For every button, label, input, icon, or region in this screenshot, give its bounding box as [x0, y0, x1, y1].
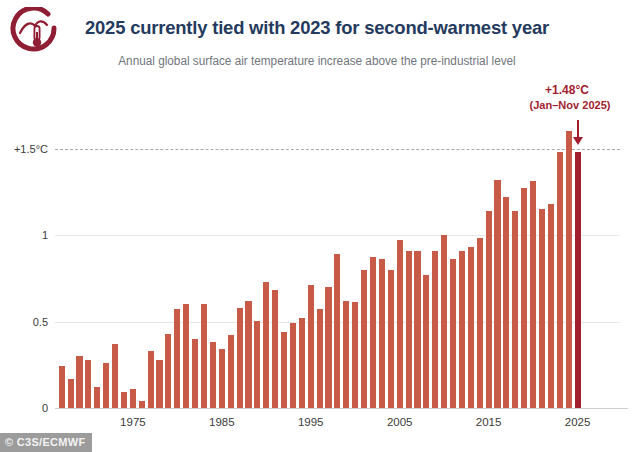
- highlight-period-label: (Jan–Nov 2025): [500, 99, 634, 111]
- bar-1981: [183, 304, 189, 408]
- bar-2003: [379, 259, 385, 408]
- annotation-arrowhead-icon: [573, 137, 583, 145]
- x-tick-label-2025: 2025: [556, 416, 600, 428]
- x-tick-label-1985: 1985: [200, 416, 244, 428]
- bar-2017: [503, 197, 509, 408]
- infographic: 2025 currently tied with 2023 for second…: [0, 0, 634, 452]
- bar-1993: [290, 323, 296, 408]
- bar-2011: [450, 259, 456, 408]
- bar-1996: [317, 309, 323, 408]
- x-tick-label-2005: 2005: [378, 416, 422, 428]
- x-tick-label-2015: 2015: [467, 416, 511, 428]
- bar-1983: [201, 304, 207, 408]
- bar-1968: [68, 379, 74, 408]
- bar-2005: [397, 240, 403, 408]
- bar-1977: [148, 351, 154, 408]
- bar-2025: [575, 152, 581, 408]
- bar-2018: [512, 211, 518, 408]
- y-tick-label-1.5: +1.5°C: [0, 143, 48, 155]
- bar-2007: [414, 251, 420, 408]
- bar-2015: [486, 211, 492, 408]
- bar-1995: [308, 285, 314, 408]
- bar-1970: [85, 360, 91, 408]
- bar-1991: [272, 290, 278, 408]
- bar-1980: [174, 309, 180, 408]
- bar-2022: [548, 204, 554, 408]
- bar-2002: [370, 257, 376, 408]
- y-tick-label-0.5: 0.5: [0, 316, 48, 328]
- bar-1998: [334, 254, 340, 408]
- gridline-1.5: [55, 149, 620, 150]
- bar-2019: [521, 188, 527, 408]
- bar-1985: [219, 349, 225, 408]
- bar-1967: [59, 366, 65, 408]
- bar-2009: [432, 251, 438, 408]
- bar-1973: [112, 344, 118, 408]
- bar-1992: [281, 332, 287, 408]
- bar-2008: [423, 275, 429, 408]
- bar-1999: [343, 301, 349, 408]
- plot-area: 0 0.5 1 +1.5°C 1975 1985 1995 2005 2015 2025: [0, 0, 634, 452]
- bar-1972: [103, 363, 109, 408]
- bar-1975: [130, 389, 136, 408]
- bar-1982: [192, 339, 198, 408]
- bar-1990: [263, 282, 269, 408]
- bar-1971: [94, 387, 100, 408]
- bar-2013: [468, 247, 474, 408]
- bar-2001: [361, 270, 367, 408]
- bar-2006: [406, 251, 412, 408]
- bar-1987: [237, 308, 243, 408]
- bar-1986: [228, 335, 234, 408]
- x-tick-label-1995: 1995: [289, 416, 333, 428]
- bar-2012: [459, 251, 465, 408]
- bar-1997: [325, 287, 331, 408]
- bar-1978: [156, 360, 162, 408]
- bar-1988: [245, 301, 251, 408]
- bar-1976: [139, 401, 145, 408]
- source-credit-badge: © C3S/ECMWF: [0, 433, 92, 452]
- bar-2010: [441, 235, 447, 408]
- x-tick-label-1975: 1975: [111, 416, 155, 428]
- x-axis-baseline: [55, 408, 628, 409]
- bar-2024: [566, 131, 572, 408]
- bar-2023: [557, 152, 563, 408]
- bar-2016: [494, 180, 500, 408]
- bar-2020: [530, 181, 536, 408]
- bar-2004: [388, 270, 394, 408]
- y-tick-label-0: 0: [0, 402, 48, 414]
- bar-1989: [254, 321, 260, 408]
- annotation-arrow-icon: [577, 120, 579, 138]
- bar-1994: [299, 318, 305, 408]
- bar-1984: [210, 342, 216, 408]
- bar-2021: [539, 209, 545, 408]
- bar-2014: [477, 238, 483, 408]
- bar-2000: [352, 302, 358, 408]
- bar-1974: [121, 392, 127, 408]
- highlight-value-label: +1.48°C: [497, 83, 634, 97]
- bar-1979: [165, 334, 171, 408]
- bar-1969: [76, 356, 82, 408]
- y-tick-label-1: 1: [0, 229, 48, 241]
